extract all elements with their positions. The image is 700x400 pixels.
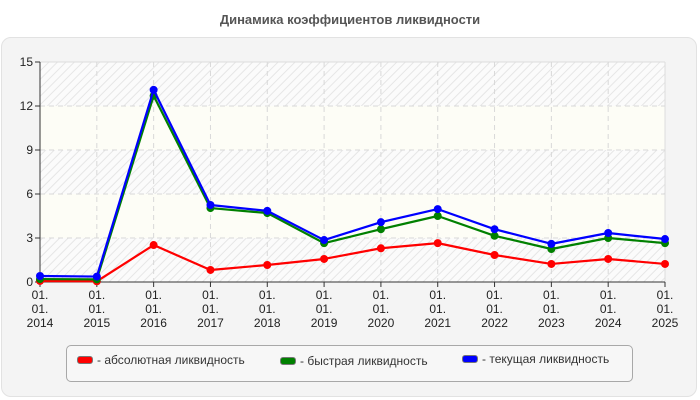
svg-text:01.: 01. [202,302,219,316]
axes: 0369121501.01.201401.01.201501.01.201601… [20,55,679,330]
svg-text:9: 9 [26,143,33,157]
red-swatch-icon [77,356,93,364]
svg-text:2024: 2024 [595,316,622,330]
svg-text:01.: 01. [316,302,333,316]
svg-text:2025: 2025 [652,316,679,330]
legend-item-quick[interactable]: - быстрая ликвидность [280,354,428,368]
svg-text:15: 15 [20,55,34,69]
svg-text:6: 6 [26,187,33,201]
svg-text:01.: 01. [486,302,503,316]
data-series [36,85,669,286]
svg-text:2014: 2014 [27,316,54,330]
green-swatch-icon [280,357,296,365]
svg-text:12: 12 [20,99,34,113]
legend-item-current[interactable]: - текущая ликвидность [462,352,609,366]
svg-text:01.: 01. [145,288,162,302]
svg-text:01.: 01. [316,288,333,302]
legend-label: - абсолютная ликвидность [97,353,245,367]
svg-text:2020: 2020 [368,316,395,330]
svg-text:2021: 2021 [424,316,451,330]
svg-text:2016: 2016 [140,316,167,330]
svg-text:01.: 01. [88,288,105,302]
svg-text:01.: 01. [32,302,49,316]
svg-text:01.: 01. [373,302,390,316]
svg-text:01.: 01. [600,302,617,316]
svg-text:01.: 01. [600,288,617,302]
plot-background [40,61,666,282]
svg-text:2022: 2022 [481,316,508,330]
svg-text:01.: 01. [429,288,446,302]
legend-label: - текущая ликвидность [482,352,610,366]
svg-text:2017: 2017 [197,316,224,330]
blue-swatch-icon [462,355,478,363]
svg-text:01.: 01. [543,302,560,316]
svg-text:01.: 01. [543,288,560,302]
svg-text:2023: 2023 [538,316,565,330]
chart-title: Динамика коэффициентов ликвидности [219,12,481,27]
chart-legend: - абсолютная ликвидность - быстрая ликви… [66,345,633,382]
svg-text:01.: 01. [202,288,219,302]
svg-text:2019: 2019 [311,316,338,330]
svg-text:01.: 01. [145,302,162,316]
svg-text:01.: 01. [259,288,276,302]
svg-text:01.: 01. [429,302,446,316]
svg-text:2015: 2015 [83,316,110,330]
legend-item-absolute[interactable]: - абсолютная ликвидность [77,353,245,367]
svg-text:0: 0 [26,275,33,289]
svg-text:01.: 01. [259,302,276,316]
svg-text:2018: 2018 [254,316,281,330]
svg-text:01.: 01. [32,288,49,302]
svg-text:01.: 01. [486,288,503,302]
svg-text:01.: 01. [88,302,105,316]
svg-text:3: 3 [26,231,33,245]
legend-label: - быстрая ликвидность [300,354,428,368]
svg-text:01.: 01. [373,288,390,302]
svg-text:01.: 01. [657,302,674,316]
svg-text:01.: 01. [657,288,674,302]
